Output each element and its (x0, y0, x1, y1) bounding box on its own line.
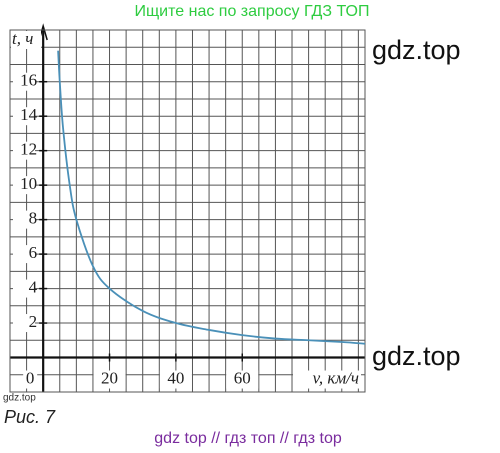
label-bg (13, 72, 35, 91)
y-tick-label: 2 (29, 312, 38, 331)
label-bg (13, 107, 35, 126)
origin-label: 0 (26, 368, 35, 387)
y-tick-label: 16 (20, 71, 37, 90)
label-bg (13, 141, 35, 160)
caption: Рис. 7 (4, 407, 56, 427)
label-bg (11, 31, 41, 49)
x-tick-label: 20 (101, 368, 118, 387)
label-bg (13, 176, 35, 195)
label-bg (13, 314, 35, 333)
frame (9, 29, 366, 393)
x-tick-label: 40 (167, 368, 184, 387)
y-axis-label: t, ч (12, 29, 33, 48)
y-tick-label: 10 (20, 174, 37, 193)
watermark: gdz.top (372, 341, 461, 371)
y-tick-label: 6 (29, 243, 38, 262)
label-bg (293, 370, 361, 389)
y-tick-label: 14 (20, 105, 38, 124)
label-bg (93, 370, 126, 389)
x-axis-label: v, км/ч (313, 368, 359, 387)
watermark: gdz.top (3, 393, 36, 404)
label-bg (23, 370, 38, 389)
y-tick-label: 12 (20, 140, 37, 159)
footer: gdz top // гдз топ // гдз top (154, 430, 342, 447)
y-tick-label: 4 (29, 277, 38, 296)
data-line (57, 50, 366, 345)
x-tick-label: 60 (234, 368, 251, 387)
header: Ищите нас по запросу ГДЗ ТОП (135, 3, 370, 20)
y-tick-label: 8 (29, 209, 38, 228)
plot: 2 4 6 8 10 12 14 16 20 40 60 0 t, ч v, км/ч (9, 23, 366, 393)
label-bg (13, 210, 35, 229)
watermark: gdz.top (372, 35, 461, 65)
label-bg (159, 370, 192, 389)
label-bg (13, 245, 35, 264)
label-bg (226, 370, 259, 389)
label-bg (13, 279, 35, 298)
